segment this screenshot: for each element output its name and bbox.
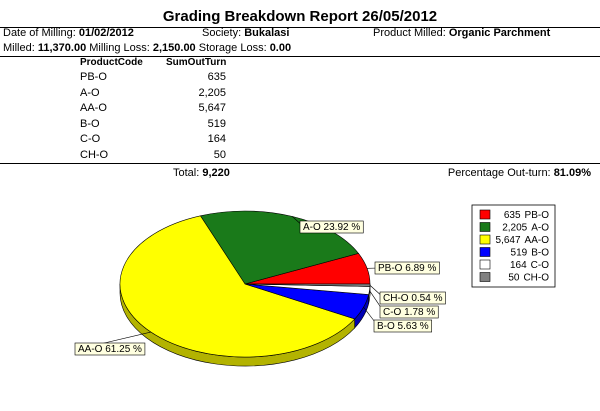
legend-swatch xyxy=(479,247,491,257)
legend-value: 50 xyxy=(508,272,520,283)
label-text: C-O 1.78 % xyxy=(383,307,435,318)
out-turn: 2,205 xyxy=(198,86,226,99)
label: Total: xyxy=(173,167,200,179)
label: Storage Loss: xyxy=(198,42,267,54)
product-code: A-O xyxy=(80,86,100,99)
legend-swatch xyxy=(479,259,491,270)
legend-entry: 635 PB-O xyxy=(504,210,549,221)
legend-entry: 519 B-O xyxy=(511,247,550,258)
legend-value: 519 xyxy=(511,247,528,258)
label: Product Milled: xyxy=(373,27,446,39)
value: Bukalasi xyxy=(244,27,290,39)
label: Milled: xyxy=(3,42,35,54)
legend-swatch xyxy=(479,272,491,282)
value: 01/02/2012 xyxy=(78,27,134,39)
legend-value: 635 xyxy=(504,210,521,221)
value: 9,220 xyxy=(202,167,230,179)
slice-label: B-O 5.63 % xyxy=(373,319,433,333)
value: 2,150.00 xyxy=(152,42,196,54)
rule xyxy=(0,27,600,28)
society-line: Society: Bukalasi xyxy=(202,27,289,39)
percentage-line: Percentage Out-turn: 81.09% xyxy=(448,167,591,179)
legend-entry: 2,205 A-O xyxy=(502,222,549,233)
value: Organic Parchment xyxy=(448,27,551,39)
out-turn: 519 xyxy=(207,117,226,130)
legend-name: AA-O xyxy=(525,235,550,246)
legend-name: PB-O xyxy=(525,210,550,221)
legend-name: B-O xyxy=(531,247,549,258)
legend-name: A-O xyxy=(531,222,549,233)
product-code: CH-O xyxy=(80,148,109,161)
total-line: Total: 9,220 xyxy=(173,167,230,179)
slice-label: CH-O 0.54 % xyxy=(379,291,446,305)
title: Grading Breakdown Report 26/05/2012 xyxy=(162,8,438,25)
slice-label: C-O 1.78 % xyxy=(379,305,439,319)
legend-value: 164 xyxy=(510,260,527,271)
out-turn: 5,647 xyxy=(198,102,226,114)
pie-chart: PB-O 6.89 % A-O 23.92 % AA-O 61.25 % B-O 5.… xyxy=(74,204,556,367)
value: 0.00 xyxy=(269,42,292,54)
label-box xyxy=(374,261,440,275)
product-code: PB-O xyxy=(80,71,107,83)
product-code: B-O xyxy=(80,117,100,130)
pie-slice xyxy=(119,215,356,358)
label-box xyxy=(299,220,364,234)
legend-swatch xyxy=(479,209,491,220)
label-box xyxy=(379,305,439,319)
label-text: PB-O 6.89 % xyxy=(378,263,436,274)
out-turn: 50 xyxy=(213,148,226,161)
value: 81.09% xyxy=(553,167,591,179)
legend-swatch xyxy=(479,222,491,232)
legend-name: C-O xyxy=(531,260,550,271)
label: Milling Loss: xyxy=(89,42,150,54)
slice-label: A-O 23.92 % xyxy=(299,220,364,234)
out-turn: 635 xyxy=(207,71,226,83)
legend-swatch xyxy=(479,234,491,245)
legend-name: CH-O xyxy=(523,272,549,283)
slice-label: PB-O 6.89 % xyxy=(374,261,440,275)
label: Society: xyxy=(202,27,242,39)
label: Date of Milling: xyxy=(3,27,76,39)
label-text: CH-O 0.54 % xyxy=(383,293,443,304)
label-text: AA-O 61.25 % xyxy=(78,344,142,355)
product-code: C-O xyxy=(80,133,101,145)
legend-entry: 5,647 AA-O xyxy=(496,235,550,246)
label-box xyxy=(373,319,433,333)
label-box xyxy=(74,342,146,356)
legend-value: 2,205 xyxy=(502,222,527,233)
milled-line: Milled: 11,370.00 Milling Loss: 2,150.00… xyxy=(3,42,291,54)
column-header: ProductCode xyxy=(80,57,143,68)
slice-label: AA-O 61.25 % xyxy=(74,342,146,356)
out-turn: 164 xyxy=(207,133,226,145)
rule xyxy=(0,163,600,164)
legend-entry: 50 CH-O xyxy=(508,272,549,283)
rule xyxy=(0,56,600,57)
product-code: AA-O xyxy=(80,102,107,114)
label-box xyxy=(379,291,446,305)
product-line: Product Milled: Organic Parchment xyxy=(373,27,550,39)
column-header: SumOutTurn xyxy=(166,57,227,68)
legend-value: 5,647 xyxy=(496,235,521,246)
label-text: A-O 23.92 % xyxy=(303,222,360,233)
label: Percentage Out-turn: xyxy=(447,167,551,179)
date-line: Date of Milling: 01/02/2012 xyxy=(3,27,134,39)
legend-entry: 164 C-O xyxy=(510,260,549,271)
label-text: B-O 5.63 % xyxy=(377,321,429,332)
pie-slice xyxy=(244,283,371,287)
value: 11,370.00 xyxy=(37,42,87,54)
